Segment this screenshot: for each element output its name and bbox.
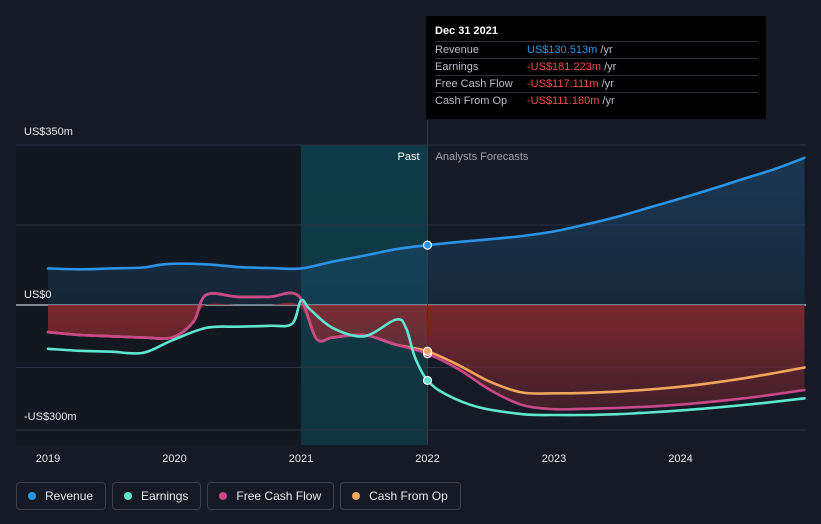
- x-tick-label: 2024: [668, 453, 692, 465]
- tooltip-date: Dec 31 2021: [435, 25, 498, 37]
- y-axis-labels: US$350m US$0 -US$300m: [24, 126, 77, 423]
- x-tick-label: 2019: [36, 453, 60, 465]
- forecast-label: Analysts Forecasts: [436, 151, 529, 163]
- tooltip-label: Earnings: [435, 61, 479, 73]
- tooltip-row-cash-from-op: Cash From Op -US$111.180m /yr: [435, 92, 758, 110]
- tooltip: Dec 31 2021 Revenue US$130.513m /yr Earn…: [426, 16, 766, 119]
- tooltip-row-earnings: Earnings -US$181.223m /yr: [435, 58, 758, 76]
- revenue-dot-icon: [28, 492, 36, 500]
- tooltip-value: -US$117.111m /yr: [527, 78, 614, 90]
- tooltip-label: Revenue: [435, 44, 480, 56]
- legend-item-revenue[interactable]: Revenue: [16, 482, 107, 510]
- earnings-dot-icon: [124, 492, 133, 500]
- legend: Revenue Earnings Free Cash Flow Cash Fro…: [16, 482, 461, 512]
- tooltip-label: Free Cash Flow: [435, 78, 513, 90]
- legend-label: Cash From Op: [369, 489, 448, 503]
- hover-markers: [422, 240, 433, 386]
- marker-revenue: [422, 240, 433, 250]
- legend-label: Revenue: [45, 489, 94, 503]
- x-tick-label: 2020: [162, 453, 186, 465]
- marker-cash-from-op: [422, 346, 433, 356]
- legend-label: Free Cash Flow: [236, 489, 322, 503]
- x-tick-label: 2023: [542, 453, 566, 465]
- x-tick-label: 2021: [289, 453, 313, 465]
- series-line-earnings: [46, 298, 806, 417]
- y-tick-label: -US$300m: [24, 411, 77, 423]
- series-line-free-cash-flow: [46, 291, 806, 411]
- loss-area: [48, 302, 805, 410]
- tooltip-value: -US$111.180m /yr: [527, 95, 615, 107]
- tooltip-row-free-cash-flow: Free Cash Flow -US$117.111m /yr: [435, 75, 758, 93]
- tooltip-value: -US$181.223m /yr: [527, 61, 617, 73]
- free-cash-flow-dot-icon: [219, 492, 228, 500]
- x-tick-label: 2022: [415, 453, 439, 465]
- x-axis-labels: 2019 2020 2021 2022 2023 2024: [36, 453, 693, 465]
- marker-earnings: [422, 375, 433, 386]
- y-tick-label: US$0: [24, 289, 52, 301]
- legend-item-free-cash-flow[interactable]: Free Cash Flow: [207, 482, 335, 510]
- y-tick-label: US$350m: [24, 126, 73, 138]
- past-label: Past: [397, 151, 419, 163]
- tooltip-value: US$130.513m /yr: [527, 44, 613, 56]
- tooltip-label: Cash From Op: [435, 95, 508, 107]
- legend-item-earnings[interactable]: Earnings: [112, 482, 202, 510]
- legend-label: Earnings: [141, 489, 189, 503]
- legend-item-cash-from-op[interactable]: Cash From Op: [340, 482, 461, 510]
- cash-from-op-dot-icon: [352, 492, 361, 500]
- tooltip-row-revenue: Revenue US$130.513m /yr: [435, 41, 758, 59]
